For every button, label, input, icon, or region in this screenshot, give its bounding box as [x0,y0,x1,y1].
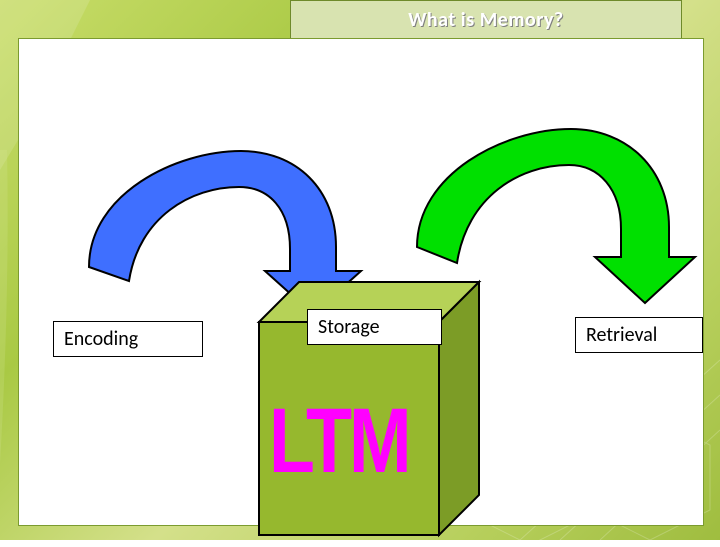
stage-encoding-label: Encoding [64,327,138,351]
title-text: What is Memory? [408,8,563,32]
stage-retrieval: Retrieval [575,317,703,353]
stage-encoding: Encoding [53,321,203,357]
stage-storage: Storage [307,309,442,345]
stage-storage-label: Storage [318,315,380,339]
content-frame: LTM Encoding Storage Retrieval [18,38,704,526]
title-box: What is Memory? [290,0,682,40]
arrow-storage-to-retrieval [409,119,674,304]
stage-retrieval-label: Retrieval [586,323,657,347]
cube-label: LTM [269,389,409,492]
